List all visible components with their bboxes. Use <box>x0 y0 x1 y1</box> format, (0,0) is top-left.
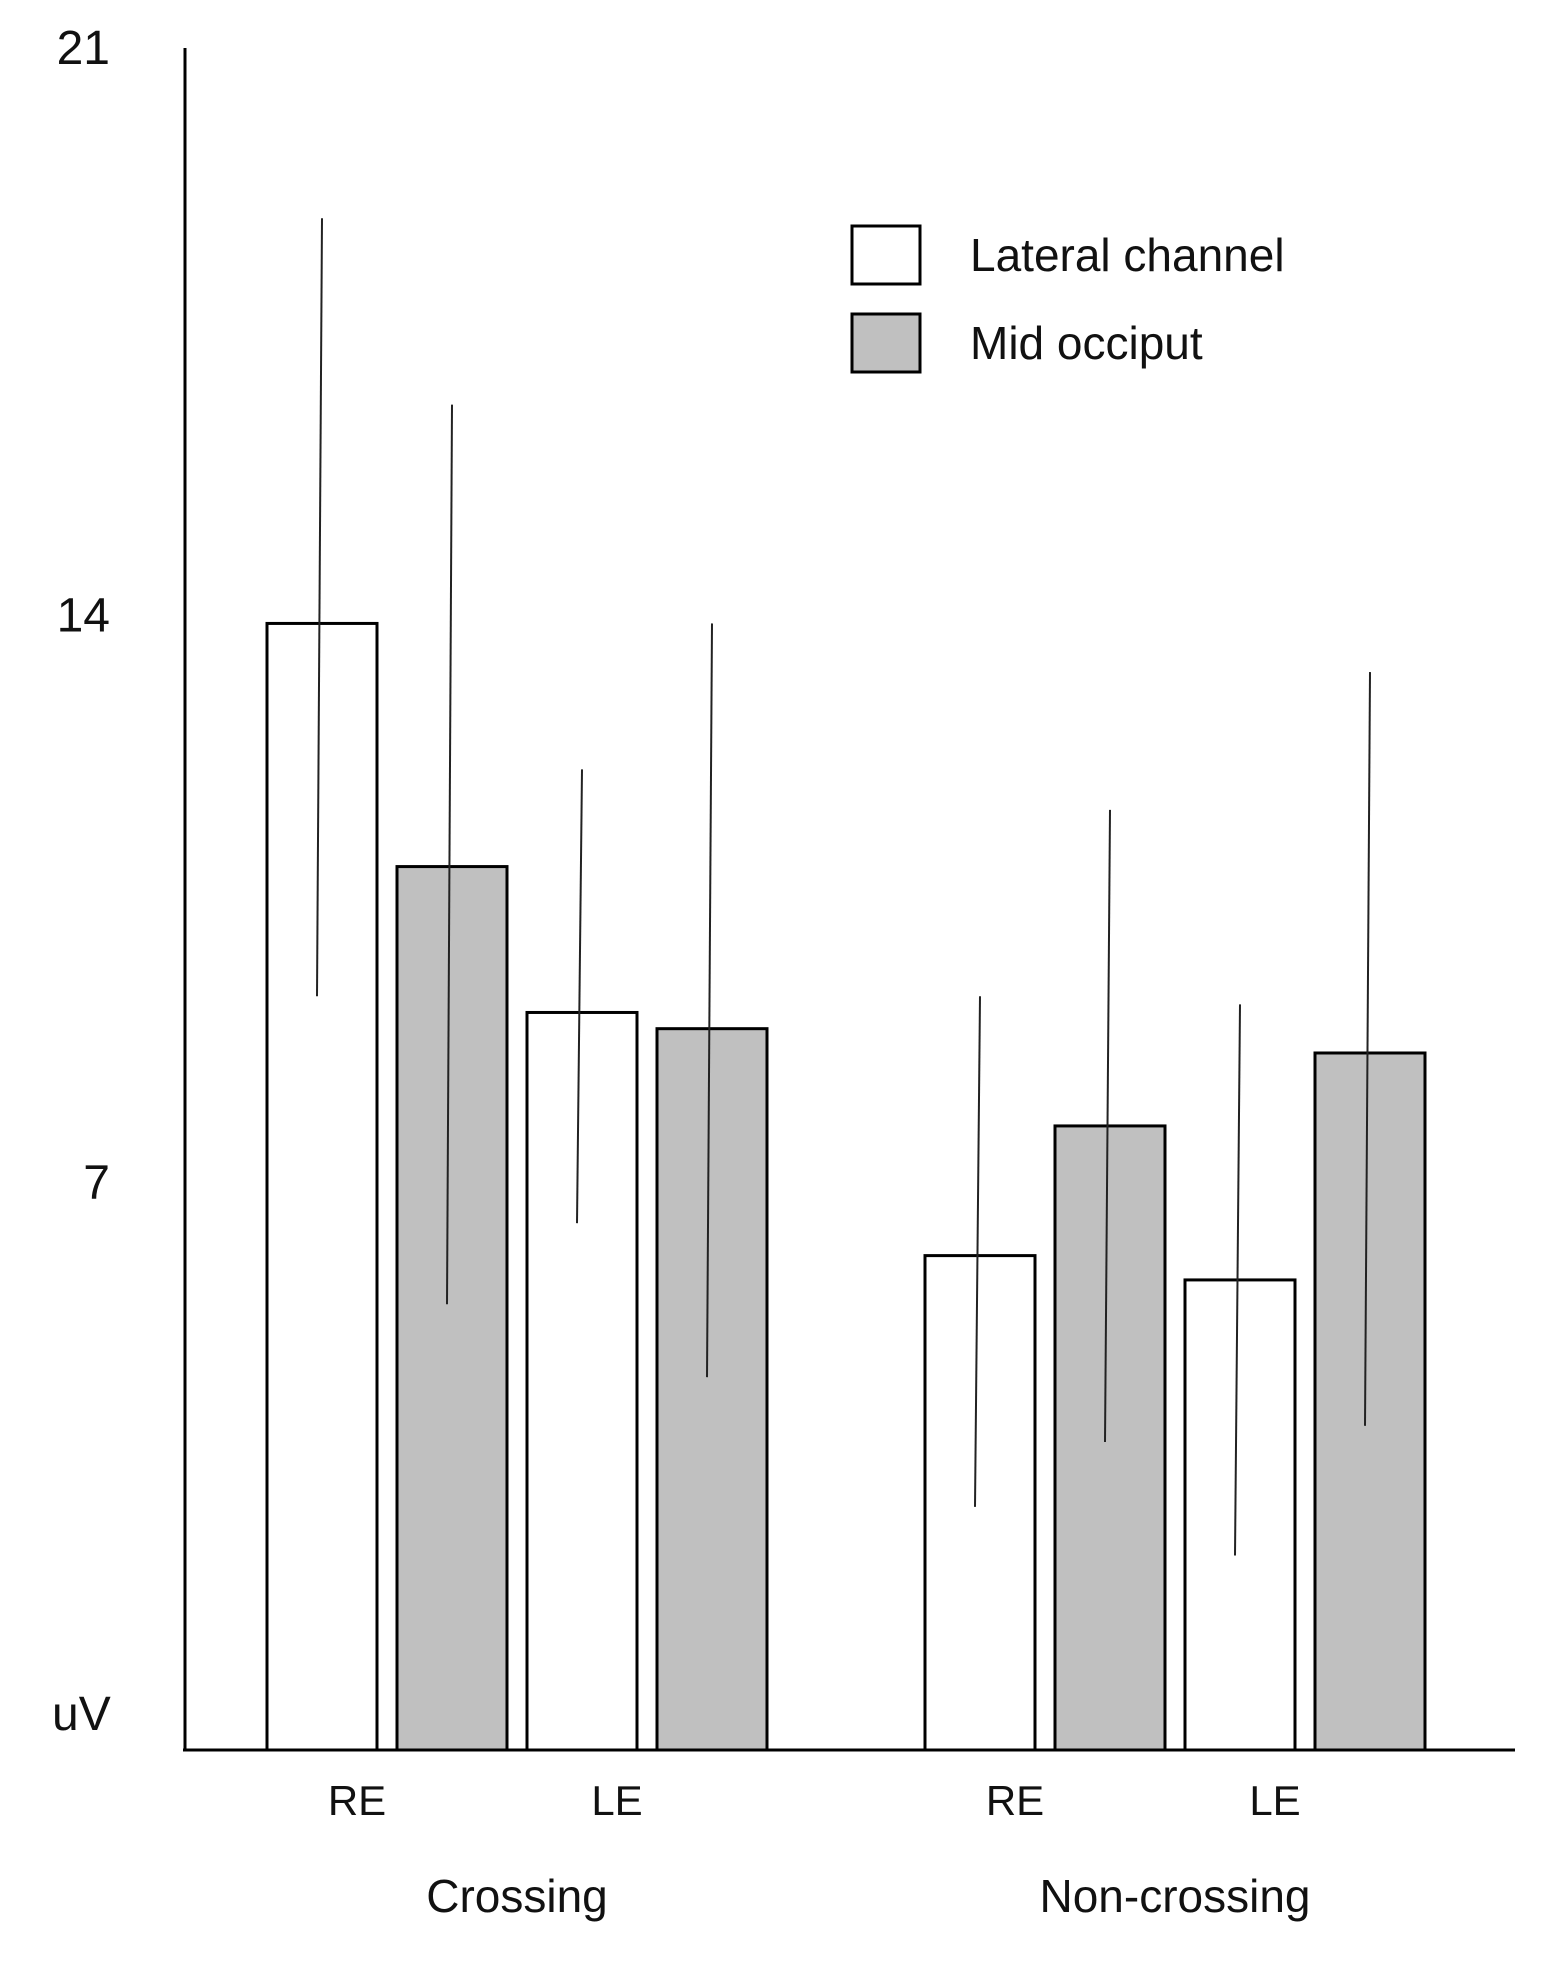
legend-label-series-2: Mid occiput <box>970 317 1203 369</box>
legend-swatch-series-1 <box>850 224 922 286</box>
error-bars-layer <box>316 218 1371 1556</box>
bar-crossing-le-series-1 <box>525 1010 639 1752</box>
bar-non-crossing-le-series-1 <box>1183 1278 1297 1752</box>
error-bar-crossing-le-series-2 <box>706 623 713 1378</box>
y-tick-label-21: 21 <box>57 22 110 75</box>
legend-label-series-1: Lateral channel <box>970 229 1285 281</box>
bar-non-crossing-re-series-1 <box>923 1254 1037 1752</box>
bar-crossing-le-series-2 <box>655 1027 769 1752</box>
legend-swatch-series-2 <box>850 312 922 374</box>
bar-non-crossing-re-series-2 <box>1053 1124 1167 1752</box>
error-bar-crossing-re-series-2 <box>446 404 453 1305</box>
bar-crossing-re-series-2 <box>395 865 509 1752</box>
bar-non-crossing-le-series-2 <box>1313 1051 1427 1752</box>
error-bar-non-crossing-re-series-1 <box>974 996 981 1507</box>
category-label-non-crossing-le: LE <box>1249 1777 1300 1824</box>
error-bar-non-crossing-le-series-1 <box>1234 1004 1241 1556</box>
error-bar-non-crossing-le-series-2 <box>1364 672 1371 1426</box>
category-label-non-crossing-re: RE <box>986 1777 1044 1824</box>
category-label-crossing-le: LE <box>591 1777 642 1824</box>
group-label-crossing: Crossing <box>426 1870 608 1922</box>
bars-layer <box>265 621 1427 1752</box>
y-axis-unit-label: uV <box>52 1688 111 1741</box>
category-labels: RE LE RE LE <box>328 1777 1301 1824</box>
y-tick-labels: 21 14 7 <box>57 22 110 1210</box>
group-labels: Crossing Non-crossing <box>426 1870 1310 1922</box>
error-bar-crossing-le-series-1 <box>576 769 583 1224</box>
error-bar-crossing-re-series-1 <box>316 218 323 997</box>
legend: Lateral channel Mid occiput <box>850 224 1285 374</box>
y-tick-label-7: 7 <box>83 1157 110 1210</box>
group-label-non-crossing: Non-crossing <box>1040 1870 1311 1922</box>
error-bar-non-crossing-re-series-2 <box>1104 809 1111 1443</box>
category-label-crossing-re: RE <box>328 1777 386 1824</box>
bar-crossing-re-series-1 <box>265 621 379 1752</box>
y-tick-label-14: 14 <box>57 589 110 642</box>
